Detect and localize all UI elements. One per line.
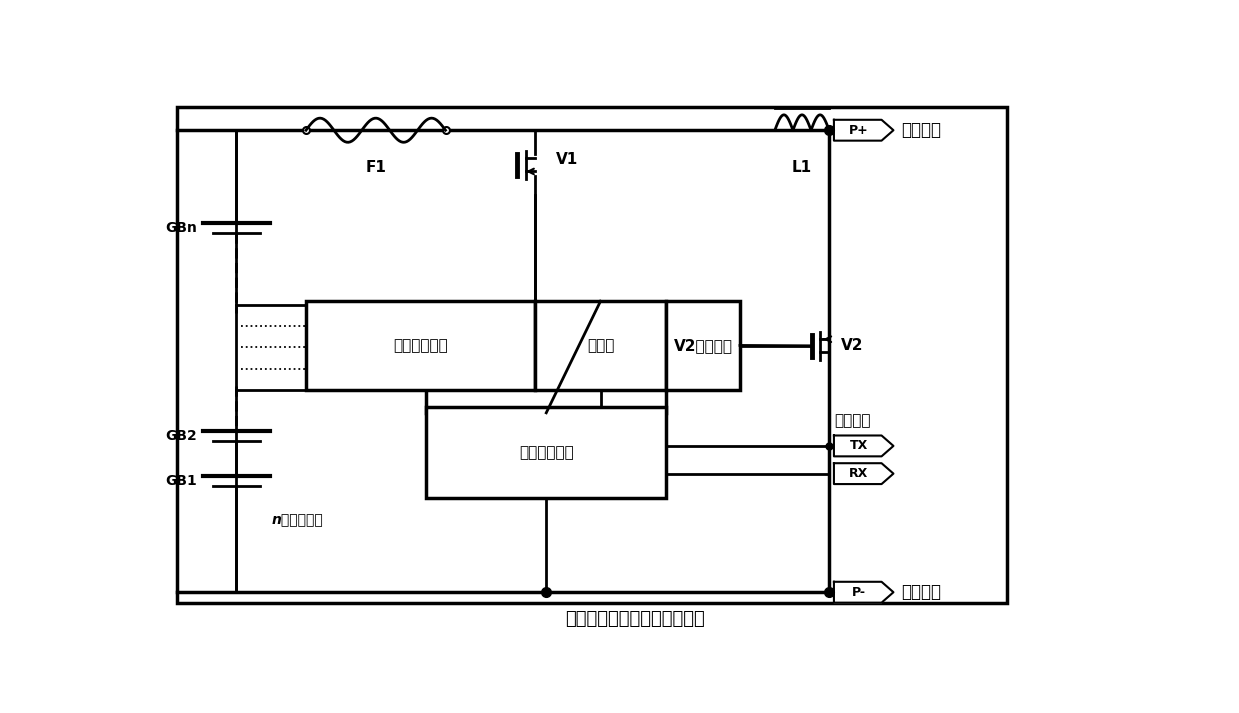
Bar (667, 301, 740, 390)
Polygon shape (834, 120, 893, 140)
Text: n节串联电池: n节串联电池 (271, 513, 323, 528)
Bar (534, 301, 667, 390)
Bar (177, 107, 1007, 603)
Text: 单片机: 单片机 (587, 338, 615, 353)
Polygon shape (834, 582, 893, 602)
Text: GBn: GBn (166, 221, 197, 235)
Text: P-: P- (852, 585, 866, 599)
Text: V1驱动电路: V1驱动电路 (517, 352, 576, 366)
Bar (306, 301, 534, 390)
Text: P+: P+ (849, 124, 869, 137)
Text: V2: V2 (840, 339, 864, 354)
Text: GB1: GB1 (166, 473, 197, 488)
Text: 通信接口: 通信接口 (834, 413, 871, 428)
Text: 串联电池模块及电池管理电路: 串联电池模块及电池管理电路 (565, 610, 705, 628)
Text: TX: TX (850, 439, 869, 453)
Bar (426, 407, 667, 498)
Text: L1: L1 (792, 160, 812, 175)
Polygon shape (834, 436, 893, 456)
Text: V2驱动电路: V2驱动电路 (674, 338, 732, 353)
Text: GB2: GB2 (166, 429, 197, 443)
Polygon shape (834, 463, 893, 484)
Text: 参数检测电路: 参数检测电路 (393, 338, 447, 353)
Text: RX: RX (849, 467, 869, 480)
Text: 通信接口电路: 通信接口电路 (519, 445, 574, 460)
Bar (426, 305, 667, 413)
Text: V1: V1 (556, 152, 579, 167)
Text: 输出负极: 输出负极 (901, 583, 942, 601)
Text: F1: F1 (366, 160, 387, 175)
Text: 输出正极: 输出正极 (901, 121, 942, 139)
